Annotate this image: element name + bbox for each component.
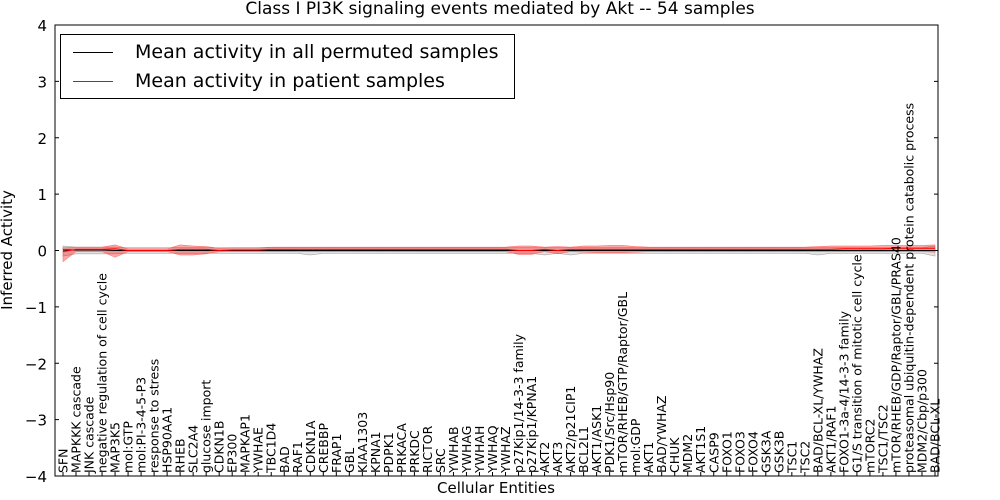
x-tick-label: YWHAZ [498, 426, 513, 474]
x-tick-label: MDM2/Cbp/p300 [914, 369, 929, 473]
legend-swatch-red [73, 80, 113, 82]
y-tick-label: −4 [25, 468, 47, 486]
x-tick-label: YWHAB [446, 426, 461, 474]
x-tick-label: FRAP1 [329, 434, 344, 473]
x-tick-label: negative regulation of cell cycle [95, 273, 110, 473]
x-tick-label: FOXO4 [745, 431, 760, 473]
x-tick-label: YWHAQ [485, 425, 500, 474]
x-tick-label: EP300 [225, 434, 240, 473]
x-tick-label: PDK1/Src/Hsp90 [602, 372, 617, 473]
y-tick-label: 1 [37, 186, 47, 204]
x-tick-label: KPNA1 [368, 431, 383, 473]
x-tick-label: TSC2 [797, 441, 812, 474]
x-tick-label: AKT3 [550, 442, 565, 473]
x-tick-label: GSK3B [771, 431, 786, 473]
x-tick-label: PDPK1 [381, 432, 396, 473]
x-tick-label: AKT2 [537, 442, 552, 473]
legend: Mean activity in all permuted samples Me… [60, 34, 515, 99]
y-axis: −4 −3 −2 −1 0 1 2 3 4 [25, 17, 938, 486]
x-tick-label: SFN [56, 449, 71, 473]
x-tick-label: FOXO1 [719, 431, 734, 473]
x-tick-label: CDKN1A [303, 420, 318, 473]
x-tick-label: BAD/YWHAZ [654, 396, 669, 473]
y-tick-label: 3 [37, 73, 47, 91]
y-tick-label: −2 [25, 355, 47, 373]
x-tick-label: MAP3K5 [108, 422, 123, 473]
x-tick-label: AKT1S1 [693, 426, 708, 473]
permuted-band [62, 245, 936, 257]
x-tick-label: mol:PI-3-4-5-P3 [134, 377, 149, 473]
x-tick-label: BAD [277, 446, 292, 473]
x-tick-label: p27Kip1/14-3-3 family [511, 333, 526, 473]
x-tick-label: FOXO1-3a-4/14-3-3 family [836, 310, 851, 473]
x-tick-label: CDKN1B [212, 421, 227, 473]
x-tick-label: CHUK [667, 437, 682, 473]
y-axis-label: Inferred Activity [0, 190, 16, 310]
x-tick-label: BAD/BCL-XL/YWHAZ [810, 348, 825, 473]
x-tick-label: AKT1/ASK1 [589, 405, 604, 473]
y-tick-label: 2 [37, 130, 47, 148]
x-tick-label: mTOR/RHEB/GDP/Raptor/GBL/PRAS40 [888, 237, 903, 473]
y-tick-label: −3 [25, 412, 47, 430]
x-tick-label: PRKACA [394, 423, 409, 473]
x-tick-label: MDM2 [680, 434, 695, 473]
x-tick-label: YWHAG [459, 426, 474, 474]
y-tick-label: 4 [37, 17, 47, 35]
x-tick-label: JNK cascade [82, 396, 97, 474]
legend-item-permuted: Mean activity in all permuted samples [73, 37, 498, 67]
x-tick-label: TSC1/TSC2 [875, 404, 890, 474]
x-tick-label: SRC [433, 448, 448, 473]
y-tick-label: −1 [25, 299, 47, 317]
x-tick-label: proteasomal ubiquitin-dependent protein … [901, 103, 916, 473]
x-axis-label: Cellular Entities [437, 479, 555, 497]
x-tick-label: response to stress [147, 359, 162, 473]
legend-label-permuted: Mean activity in all permuted samples [135, 41, 499, 63]
x-tick-label: mol:GTP [121, 421, 136, 473]
x-tick-label: BAD/BCL-XL [928, 399, 943, 473]
x-tick-label: AKT2/p21CIP1 [563, 386, 578, 473]
x-tick-label: SLC2A4 [186, 425, 201, 473]
x-tick-label: glucose import [199, 380, 214, 473]
x-tick-label: RICTOR [420, 425, 435, 473]
x-tick-label: HSP90AA1 [160, 407, 175, 473]
x-tick-label: mTOR/RHEB/GTP/Raptor/GBL [615, 292, 630, 473]
chart-title: Class I PI3K signaling events mediated b… [245, 0, 754, 19]
x-tick-label: BCL2L1 [576, 426, 591, 473]
legend-label-patient: Mean activity in patient samples [135, 70, 445, 92]
x-tick-label: TBC1D4 [264, 423, 279, 474]
x-tick-label: CASP9 [706, 432, 721, 473]
x-tick-label: p27Kip1/KPNA1 [524, 376, 539, 473]
x-tick-label: YWHAE [251, 427, 266, 474]
x-tick-label: AKT1 [641, 442, 656, 473]
legend-item-patient: Mean activity in patient samples [73, 66, 445, 96]
x-tick-label: AKT1/RAF1 [823, 406, 838, 473]
x-tick-label: mol:GDP [628, 418, 643, 473]
x-tick-label: MAPKKK cascade [69, 366, 84, 473]
x-tick-label: MAPKAP1 [238, 414, 253, 473]
x-tick-label: KIAA1303 [355, 412, 370, 473]
permuted-mean-line [63, 249, 935, 251]
x-tick-label: GSK3A [758, 430, 773, 473]
x-tick-label: PRKDC [407, 430, 422, 473]
activity-lines [62, 247, 935, 253]
x-tick-label: RAF1 [290, 441, 305, 473]
x-tick-label: TSC1 [784, 441, 799, 474]
x-tick-label: GBL [342, 448, 357, 473]
y-tick-label: 0 [37, 243, 47, 261]
x-tick-label: RHEB [173, 438, 188, 473]
legend-swatch-black [73, 51, 113, 53]
x-tick-label: YWHAH [472, 426, 487, 474]
activity-bands [62, 244, 936, 263]
patient-mean-line [62, 247, 935, 253]
x-tick-label: CREBBP [316, 423, 331, 473]
x-tick-label: FOXO3 [732, 431, 747, 473]
x-tick-label: G1/S transition of mitotic cell cycle [849, 254, 864, 473]
x-tick-label: mTORC2 [862, 419, 877, 473]
